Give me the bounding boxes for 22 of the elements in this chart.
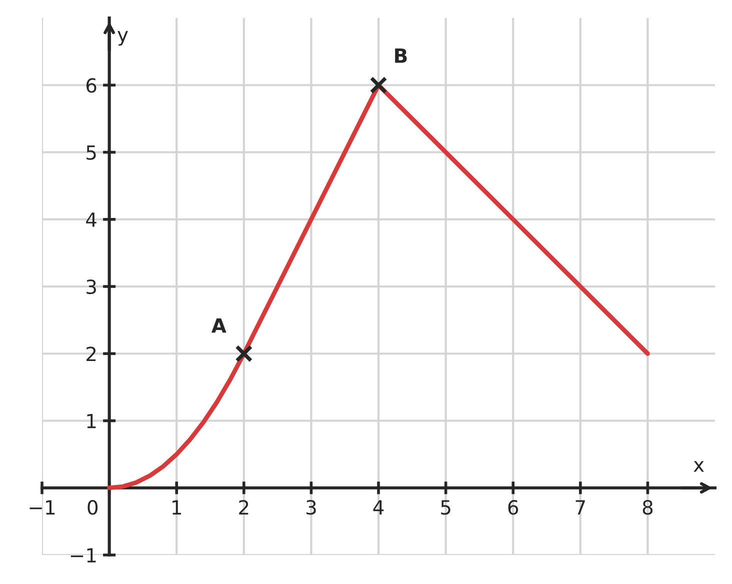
x-tick-label: −1 [30,500,55,514]
y-axis-title: y [118,30,128,46]
x-tick-label: 4 [373,500,384,514]
x-tick-label: 3 [306,500,316,515]
x-tick-label: 0 [88,500,98,515]
line-series [107,82,650,490]
y-tick-label: 5 [86,145,96,160]
annotation: B [395,48,407,63]
x-tick-label: 1 [172,500,181,514]
x-axis-title: x [694,461,704,472]
x-tick-label: 6 [508,500,518,515]
y-tick-label: 4 [86,212,96,227]
y-tick-label: 6 [86,78,96,93]
x-tick-label: 7 [576,500,585,514]
y-tick-label: −1 [70,548,96,562]
y-tick-label: 3 [86,279,96,294]
x-tick-label: 2 [239,500,248,514]
x-tick-label: 8 [642,500,653,515]
x-tick-label: 5 [441,500,450,515]
annotation: A [211,318,226,333]
y-tick-label: 2 [86,346,96,362]
y-tick-label: 1 [87,414,96,428]
